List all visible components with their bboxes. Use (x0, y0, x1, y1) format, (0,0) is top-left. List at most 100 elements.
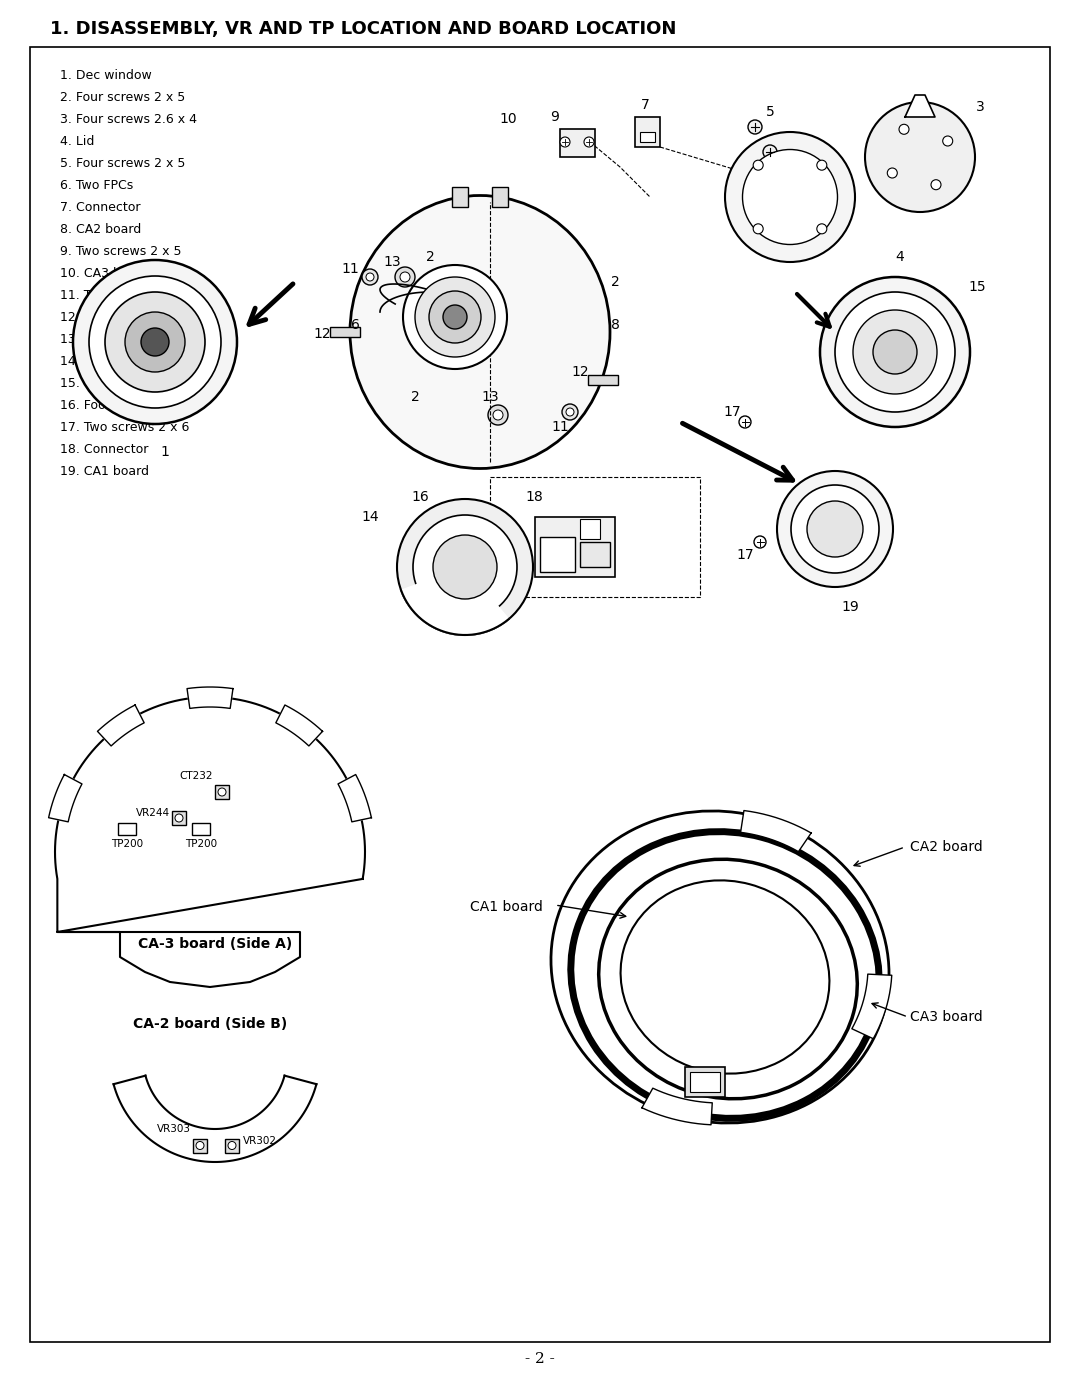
Polygon shape (852, 974, 892, 1039)
Text: 2: 2 (610, 275, 619, 289)
Bar (640, 131, 654, 142)
Text: 9: 9 (551, 110, 559, 124)
Circle shape (820, 277, 970, 427)
Text: CT232: CT232 (179, 771, 213, 781)
Text: 15. Cover back: 15. Cover back (60, 377, 154, 390)
Text: 5. Four screws 2 x 5: 5. Four screws 2 x 5 (60, 156, 186, 170)
Polygon shape (275, 705, 323, 746)
Circle shape (492, 409, 503, 420)
Circle shape (777, 471, 893, 587)
Circle shape (397, 499, 534, 636)
Circle shape (443, 305, 467, 330)
Circle shape (584, 137, 594, 147)
Circle shape (89, 277, 221, 408)
Polygon shape (113, 1076, 316, 1162)
Circle shape (865, 102, 975, 212)
Text: 9. Two screws 2 x 5: 9. Two screws 2 x 5 (60, 244, 181, 258)
Text: 11: 11 (551, 420, 569, 434)
Text: 16. Food iris: 16. Food iris (60, 400, 136, 412)
Polygon shape (905, 95, 935, 117)
Text: 14: 14 (361, 510, 379, 524)
Text: 12. Two Pipes: 12. Two Pipes (60, 312, 144, 324)
Circle shape (73, 260, 237, 425)
Polygon shape (642, 1088, 712, 1125)
Polygon shape (55, 697, 365, 988)
Circle shape (816, 224, 827, 233)
Polygon shape (338, 774, 372, 821)
Bar (540, 536, 575, 571)
Bar (685, 1067, 725, 1097)
Text: 14. Cover front: 14. Cover front (60, 355, 154, 367)
Circle shape (433, 535, 497, 599)
Text: TP200: TP200 (185, 840, 217, 849)
Text: 8. CA2 board: 8. CA2 board (60, 224, 141, 236)
Circle shape (413, 515, 517, 619)
Ellipse shape (598, 859, 858, 1099)
Text: 4. Lid: 4. Lid (60, 136, 94, 148)
Circle shape (561, 137, 570, 147)
Bar (580, 542, 610, 567)
Bar (690, 1071, 720, 1092)
Circle shape (125, 312, 185, 372)
Circle shape (141, 328, 168, 356)
Text: CA1 board: CA1 board (470, 900, 543, 914)
Text: 17. Two screws 2 x 6: 17. Two screws 2 x 6 (60, 420, 189, 434)
Bar (193, 1139, 207, 1153)
Bar (492, 187, 508, 207)
Text: 17: 17 (737, 548, 754, 562)
Text: 13: 13 (482, 390, 499, 404)
Circle shape (562, 404, 578, 420)
Text: 19. CA1 board: 19. CA1 board (60, 465, 149, 478)
Circle shape (488, 405, 508, 425)
Text: 12: 12 (313, 327, 330, 341)
Circle shape (105, 292, 205, 393)
Text: 16: 16 (411, 490, 429, 504)
Text: VR302: VR302 (243, 1136, 276, 1146)
Circle shape (753, 161, 764, 170)
Ellipse shape (571, 831, 879, 1119)
Text: 18: 18 (525, 490, 543, 504)
Text: 4: 4 (895, 250, 904, 264)
Circle shape (931, 180, 941, 190)
Text: 18. Connector: 18. Connector (60, 443, 148, 455)
Text: 7. Connector: 7. Connector (60, 201, 140, 214)
Text: 12: 12 (571, 365, 589, 379)
Text: 19: 19 (841, 599, 859, 615)
Ellipse shape (350, 196, 610, 468)
Text: 7: 7 (640, 98, 649, 112)
Ellipse shape (621, 880, 829, 1074)
Bar (118, 823, 136, 835)
Circle shape (748, 120, 762, 134)
Text: 11. Two screws 3 x 8: 11. Two screws 3 x 8 (60, 289, 189, 302)
Circle shape (762, 145, 777, 159)
Circle shape (228, 1141, 237, 1150)
Circle shape (566, 408, 573, 416)
Text: 1: 1 (161, 446, 170, 460)
Circle shape (395, 267, 415, 286)
Text: 3: 3 (975, 101, 984, 115)
Text: 13: 13 (383, 256, 401, 270)
Circle shape (899, 124, 909, 134)
Text: 17: 17 (724, 405, 741, 419)
Circle shape (888, 168, 897, 177)
Bar (192, 823, 210, 835)
Bar (453, 187, 468, 207)
Circle shape (853, 310, 937, 394)
Bar (535, 517, 615, 577)
Circle shape (816, 161, 827, 170)
Ellipse shape (725, 131, 855, 263)
Text: 8: 8 (610, 319, 620, 332)
Ellipse shape (743, 149, 837, 244)
Circle shape (362, 270, 378, 285)
Text: CA3 board: CA3 board (910, 1010, 983, 1024)
Bar (635, 117, 660, 147)
Text: 5: 5 (766, 105, 774, 119)
Circle shape (175, 814, 183, 821)
Text: 2. Four screws 2 x 5: 2. Four screws 2 x 5 (60, 91, 186, 103)
Text: VR303: VR303 (157, 1123, 191, 1133)
Text: CA-3 board (Side A): CA-3 board (Side A) (138, 937, 292, 951)
Text: 10: 10 (499, 112, 517, 126)
Bar (588, 374, 618, 386)
Circle shape (218, 788, 226, 796)
Circle shape (943, 136, 953, 147)
